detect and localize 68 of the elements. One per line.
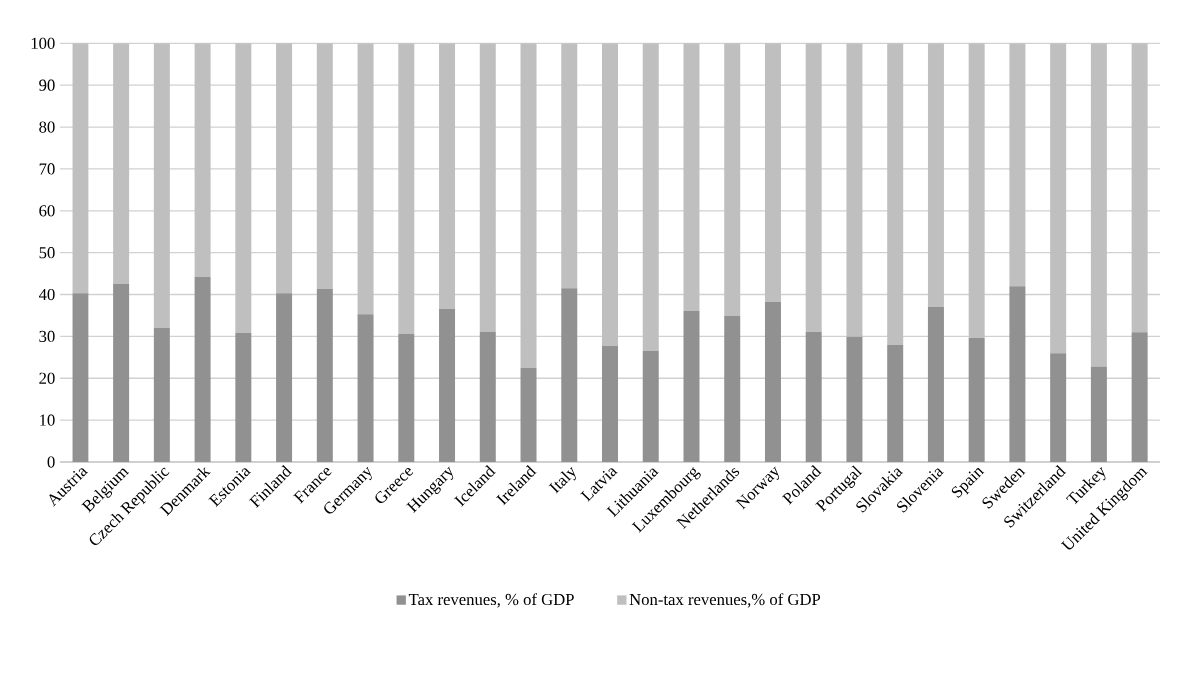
y-tick-label: 20 — [39, 372, 55, 384]
bar — [153, 43, 170, 329]
bar — [642, 43, 659, 351]
legend-label: Non-tax revenues,% of GDP — [629, 593, 821, 608]
bar — [561, 43, 578, 289]
bar — [439, 43, 456, 309]
bar — [113, 283, 130, 462]
bar — [194, 276, 211, 462]
bar — [683, 310, 700, 462]
bar — [1090, 366, 1107, 462]
y-tick-label: 0 — [47, 456, 55, 468]
bar — [846, 43, 863, 337]
bar — [1131, 43, 1148, 333]
bar — [479, 331, 496, 462]
bar — [235, 333, 252, 462]
bar — [194, 43, 211, 277]
bar — [846, 336, 863, 462]
bar — [805, 43, 822, 332]
bar — [520, 43, 537, 368]
bar — [968, 43, 985, 339]
y-tick-label: 60 — [39, 205, 55, 217]
bar — [439, 308, 456, 462]
bar — [561, 288, 578, 462]
y-tick-label: 80 — [39, 121, 55, 133]
bar — [1050, 43, 1067, 354]
bar — [724, 43, 741, 316]
x-tick-label: Italy — [548, 467, 576, 494]
bar — [72, 293, 89, 462]
bar — [72, 43, 89, 294]
bar — [1009, 286, 1026, 462]
bar — [887, 43, 904, 345]
bar — [398, 333, 415, 462]
bar — [153, 328, 170, 462]
y-tick-label: 100 — [31, 37, 55, 49]
bar — [357, 314, 374, 462]
bar — [764, 43, 781, 303]
bar — [357, 43, 374, 315]
bar — [235, 43, 252, 334]
bar — [927, 43, 944, 308]
bar — [805, 331, 822, 462]
y-tick-label: 50 — [39, 247, 55, 259]
y-tick-label: 70 — [39, 163, 55, 175]
bar — [276, 43, 293, 294]
bar — [1090, 43, 1107, 367]
bar — [887, 344, 904, 462]
y-tick-label: 90 — [39, 79, 55, 91]
bar — [642, 350, 659, 462]
y-tick-label: 30 — [39, 330, 55, 343]
bar — [520, 367, 537, 462]
bar — [316, 43, 333, 290]
bar — [398, 43, 415, 334]
bar — [316, 289, 333, 462]
bar — [683, 43, 700, 311]
bar — [764, 302, 781, 462]
bar — [602, 43, 619, 347]
bar — [113, 43, 130, 284]
bar — [1050, 353, 1067, 462]
bar — [1009, 43, 1026, 287]
y-tick-label: 10 — [40, 414, 55, 426]
y-tick-label: 40 — [38, 288, 55, 301]
bar — [1131, 332, 1148, 462]
bar — [276, 293, 293, 462]
bar — [927, 307, 944, 462]
legend-label: Tax revenues, % of GDP — [408, 593, 574, 608]
bar — [724, 315, 741, 462]
bar — [479, 43, 496, 332]
bar — [602, 346, 619, 462]
bar — [968, 338, 985, 462]
